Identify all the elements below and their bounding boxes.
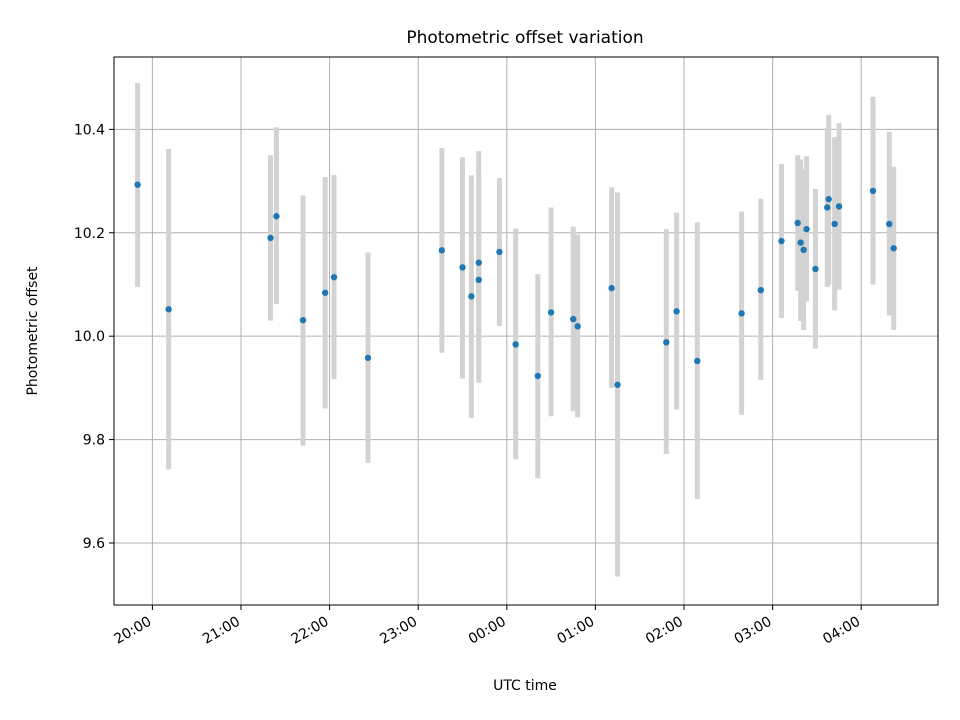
x-tick-label: 04:00 xyxy=(820,614,863,648)
x-tick-label: 03:00 xyxy=(732,614,775,648)
data-point xyxy=(570,315,577,323)
data-point xyxy=(574,323,581,330)
data-point xyxy=(273,213,280,220)
x-tick-label: 00:00 xyxy=(466,614,509,648)
data-point xyxy=(512,341,519,348)
x-axis-ticks: 20:00 21:00 22:00 23:00 00:00 01:00 02:00 03:00… xyxy=(111,605,863,648)
data-point xyxy=(886,220,893,228)
chart-title: Photometric offset variation xyxy=(406,28,643,48)
data-point xyxy=(165,306,172,313)
data-point xyxy=(614,381,621,388)
y-tick-label: 9.8 xyxy=(83,433,105,449)
data-point xyxy=(835,203,843,210)
data-point xyxy=(547,309,555,316)
data-point xyxy=(831,220,838,228)
data-point xyxy=(534,372,542,380)
x-tick-label: 22:00 xyxy=(289,614,332,648)
data-point xyxy=(812,265,819,273)
data-point xyxy=(738,310,745,317)
data-point xyxy=(496,248,503,256)
data-point xyxy=(825,195,832,203)
data-point xyxy=(673,308,680,315)
data-point xyxy=(797,239,804,246)
x-tick-label: 20:00 xyxy=(111,614,154,648)
data-point xyxy=(824,204,831,211)
x-tick-label: 02:00 xyxy=(643,614,686,648)
y-tick-label: 9.6 xyxy=(83,536,105,552)
plot-frame xyxy=(113,56,939,606)
y-tick-label: 10.0 xyxy=(74,329,105,345)
data-point xyxy=(468,293,475,300)
error-bars xyxy=(135,82,897,577)
data-point xyxy=(890,245,897,252)
data-point xyxy=(778,237,785,245)
data-point xyxy=(694,357,701,365)
x-axis-label: UTC time xyxy=(493,678,557,694)
data-point xyxy=(757,286,764,294)
x-tick-label: 01:00 xyxy=(554,614,597,648)
data-point xyxy=(299,316,307,324)
y-axis-ticks: 9.6 9.8 10.0 10.2 10.4 xyxy=(74,122,114,552)
data-point xyxy=(459,264,466,271)
data-point xyxy=(475,276,482,284)
data-point xyxy=(364,354,372,362)
data-point xyxy=(475,259,482,266)
data-point xyxy=(794,219,801,227)
data-point xyxy=(267,234,274,242)
y-tick-label: 10.2 xyxy=(74,226,105,242)
data-point xyxy=(800,246,807,254)
data-point xyxy=(438,247,446,254)
y-tick-label: 10.4 xyxy=(74,122,105,138)
x-tick-label: 21:00 xyxy=(200,614,243,648)
data-point xyxy=(608,284,615,292)
data-point xyxy=(330,274,338,281)
data-point xyxy=(803,225,810,233)
data-points xyxy=(134,181,897,388)
data-point xyxy=(869,187,877,195)
x-tick-label: 23:00 xyxy=(377,614,420,648)
y-axis-label: Photometric offset xyxy=(25,266,41,396)
data-point xyxy=(663,339,670,346)
data-point xyxy=(321,289,329,296)
data-point xyxy=(134,181,141,188)
